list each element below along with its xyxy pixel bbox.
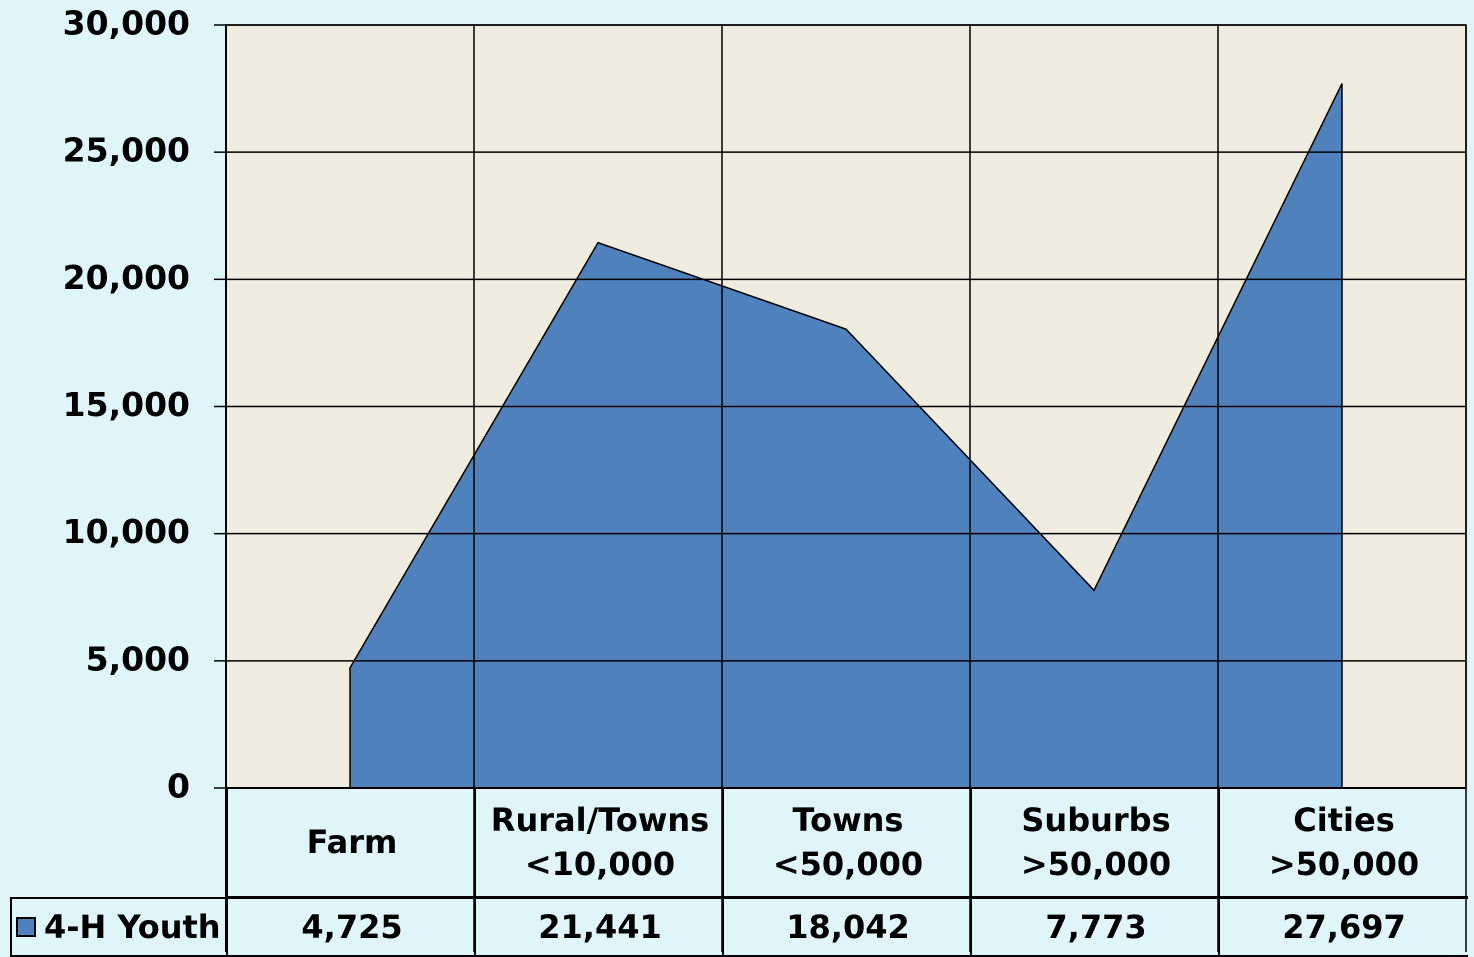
x-tick-label: Farm: [226, 788, 476, 898]
data-label-text: 7,773: [1045, 908, 1147, 946]
y-tick-label: 15,000: [63, 385, 190, 424]
data-label: 7,773: [970, 897, 1220, 957]
x-tick-label-text: Cities >50,000: [1268, 801, 1420, 883]
data-label: 27,697: [1218, 897, 1468, 957]
data-label: 4,725: [226, 897, 476, 957]
x-tick-label: Suburbs >50,000: [970, 788, 1220, 898]
y-tick-label: 25,000: [63, 131, 190, 170]
x-tick-label-text: Farm: [306, 823, 398, 861]
y-tick-label: 0: [167, 767, 190, 806]
legend-entry: 4-H Youth: [10, 897, 228, 957]
x-tick-label-text: Suburbs >50,000: [1020, 801, 1172, 883]
data-label-text: 4,725: [301, 908, 403, 946]
x-tick-label: Towns <50,000: [722, 788, 972, 898]
data-label: 18,042: [722, 897, 972, 957]
y-tick-label: 10,000: [63, 512, 190, 551]
plot-border: [225, 24, 1467, 789]
y-tick-label: 30,000: [63, 4, 190, 43]
data-label-text: 18,042: [786, 908, 910, 946]
data-label-text: 27,697: [1282, 908, 1406, 946]
x-tick-label: Cities >50,000: [1218, 788, 1468, 898]
y-tick-label: 20,000: [63, 258, 190, 297]
legend-label: 4-H Youth: [44, 908, 221, 946]
data-label: 21,441: [474, 897, 724, 957]
x-tick-label-text: Towns <50,000: [772, 801, 924, 883]
x-tick-label-text: Rural/Towns <10,000: [490, 801, 710, 883]
data-label-text: 21,441: [538, 908, 662, 946]
x-tick-label: Rural/Towns <10,000: [474, 788, 724, 898]
y-tick-label: 5,000: [86, 639, 190, 678]
legend-swatch: [16, 917, 36, 937]
